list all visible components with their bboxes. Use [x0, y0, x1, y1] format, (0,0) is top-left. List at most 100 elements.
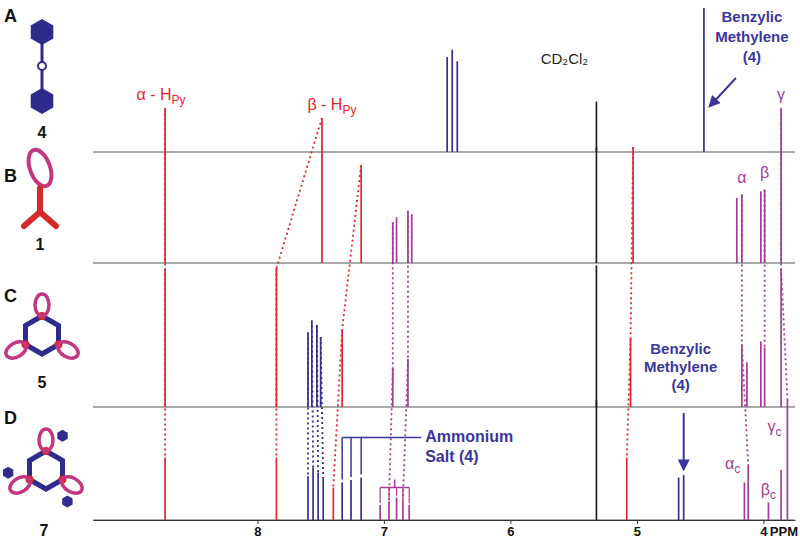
- peak: [402, 501, 404, 520]
- x-tick: 5: [634, 520, 641, 539]
- peak: [321, 118, 323, 263]
- x-tick-label: 8: [254, 524, 261, 539]
- baseline: [93, 407, 795, 408]
- compound-icons: [3, 19, 85, 507]
- annotation-subscript: c: [775, 425, 781, 439]
- peak: [596, 102, 598, 152]
- spectrum-trace: [93, 8, 795, 152]
- peak: [703, 8, 705, 152]
- compound-label: 1: [36, 236, 45, 253]
- icon-core: [30, 451, 63, 489]
- peak: [596, 400, 598, 520]
- correlation-line: [403, 359, 408, 501]
- correlation-line: [627, 338, 631, 457]
- peak: [678, 478, 680, 521]
- peak: [360, 165, 362, 263]
- annotation-arrow: [683, 413, 685, 469]
- peak: [307, 476, 309, 520]
- compound-label: 5: [38, 374, 47, 391]
- peak: [456, 61, 458, 152]
- correlation-line: [276, 268, 278, 457]
- peak: [407, 211, 409, 263]
- baseline: [93, 263, 795, 264]
- correlation-line: [276, 118, 322, 269]
- annotation: BenzylicMethylene(4): [644, 340, 717, 393]
- compound-label: 7: [40, 522, 49, 539]
- peak: [317, 473, 319, 521]
- x-axis-title: PPM: [770, 524, 798, 539]
- peak: [736, 198, 738, 263]
- peak: [746, 362, 748, 407]
- panel-name: A: [4, 6, 17, 26]
- annotation-line: Benzylic: [722, 8, 783, 25]
- annotation-line: Methylene: [644, 358, 717, 375]
- peak: [780, 470, 782, 520]
- peak: [741, 344, 743, 407]
- peak: [744, 483, 746, 521]
- icon-tripod: [24, 188, 56, 226]
- peak: [360, 478, 362, 521]
- annotation-line: α: [737, 169, 746, 186]
- peak: [164, 268, 166, 407]
- annotation-bracket: [360, 438, 362, 475]
- compound-label: 4: [38, 124, 47, 141]
- peak: [396, 217, 398, 263]
- spectrum-trace: [93, 108, 795, 263]
- correlation-line: [312, 321, 313, 468]
- annotation: βc: [761, 481, 776, 502]
- x-axis: 87654: [94, 520, 796, 539]
- correlation-line: [741, 195, 743, 345]
- correlation-line: [164, 108, 166, 268]
- spectrum-trace: [93, 265, 795, 407]
- annotation: αc: [725, 455, 740, 476]
- panel-name: B: [4, 166, 17, 186]
- annotation-line: Ammonium: [425, 428, 513, 445]
- annotation: α: [737, 169, 746, 186]
- annotation: β - HPy: [307, 96, 356, 117]
- annotation-subscript: c: [770, 488, 776, 502]
- peak: [312, 468, 314, 521]
- annotation: CD₂Cl₂: [541, 50, 589, 67]
- annotation: γ: [777, 86, 785, 103]
- spectrum-trace: [93, 399, 795, 520]
- peak: [630, 338, 632, 407]
- peak: [392, 368, 394, 407]
- peak: [780, 108, 782, 263]
- correlation-line: [781, 268, 787, 398]
- panel-name: D: [4, 408, 17, 428]
- correlation-lines: [165, 108, 787, 501]
- annotations: BenzylicMethylene(4)CD₂Cl₂α - HPyβ - HPy…: [137, 8, 789, 503]
- correlation-line: [164, 268, 166, 457]
- correlation-line: [317, 325, 318, 472]
- icon-thread: [62, 495, 72, 507]
- correlation-line: [407, 211, 409, 359]
- bracket: [396, 488, 397, 496]
- icon-core: [26, 316, 59, 354]
- annotation-line: β: [761, 481, 770, 498]
- correlation-line: [764, 190, 766, 348]
- annotation-bracket: [341, 438, 343, 480]
- peak: [322, 479, 324, 520]
- peak: [760, 191, 762, 263]
- annotation-line: (4): [743, 48, 761, 65]
- peak: [780, 268, 782, 407]
- icon-ring: [39, 429, 53, 451]
- annotation-line: Benzylic: [650, 340, 711, 357]
- annotation-line: γ: [767, 418, 775, 435]
- peak: [311, 321, 313, 407]
- peak: [764, 347, 766, 407]
- peak: [683, 475, 685, 520]
- peak: [747, 465, 749, 520]
- peak: [316, 325, 318, 407]
- annotation-bracket: [350, 438, 352, 478]
- bracket: [380, 488, 381, 504]
- peak: [411, 214, 413, 263]
- correlation-line: [321, 337, 324, 479]
- annotation: AmmoniumSalt (4): [425, 428, 513, 465]
- peak: [332, 488, 334, 521]
- bracket: [402, 488, 403, 500]
- plot-area: [93, 8, 795, 520]
- icon-ring: [59, 473, 85, 496]
- panel-labels: A4B1C5D7: [4, 6, 49, 539]
- peak: [446, 57, 448, 152]
